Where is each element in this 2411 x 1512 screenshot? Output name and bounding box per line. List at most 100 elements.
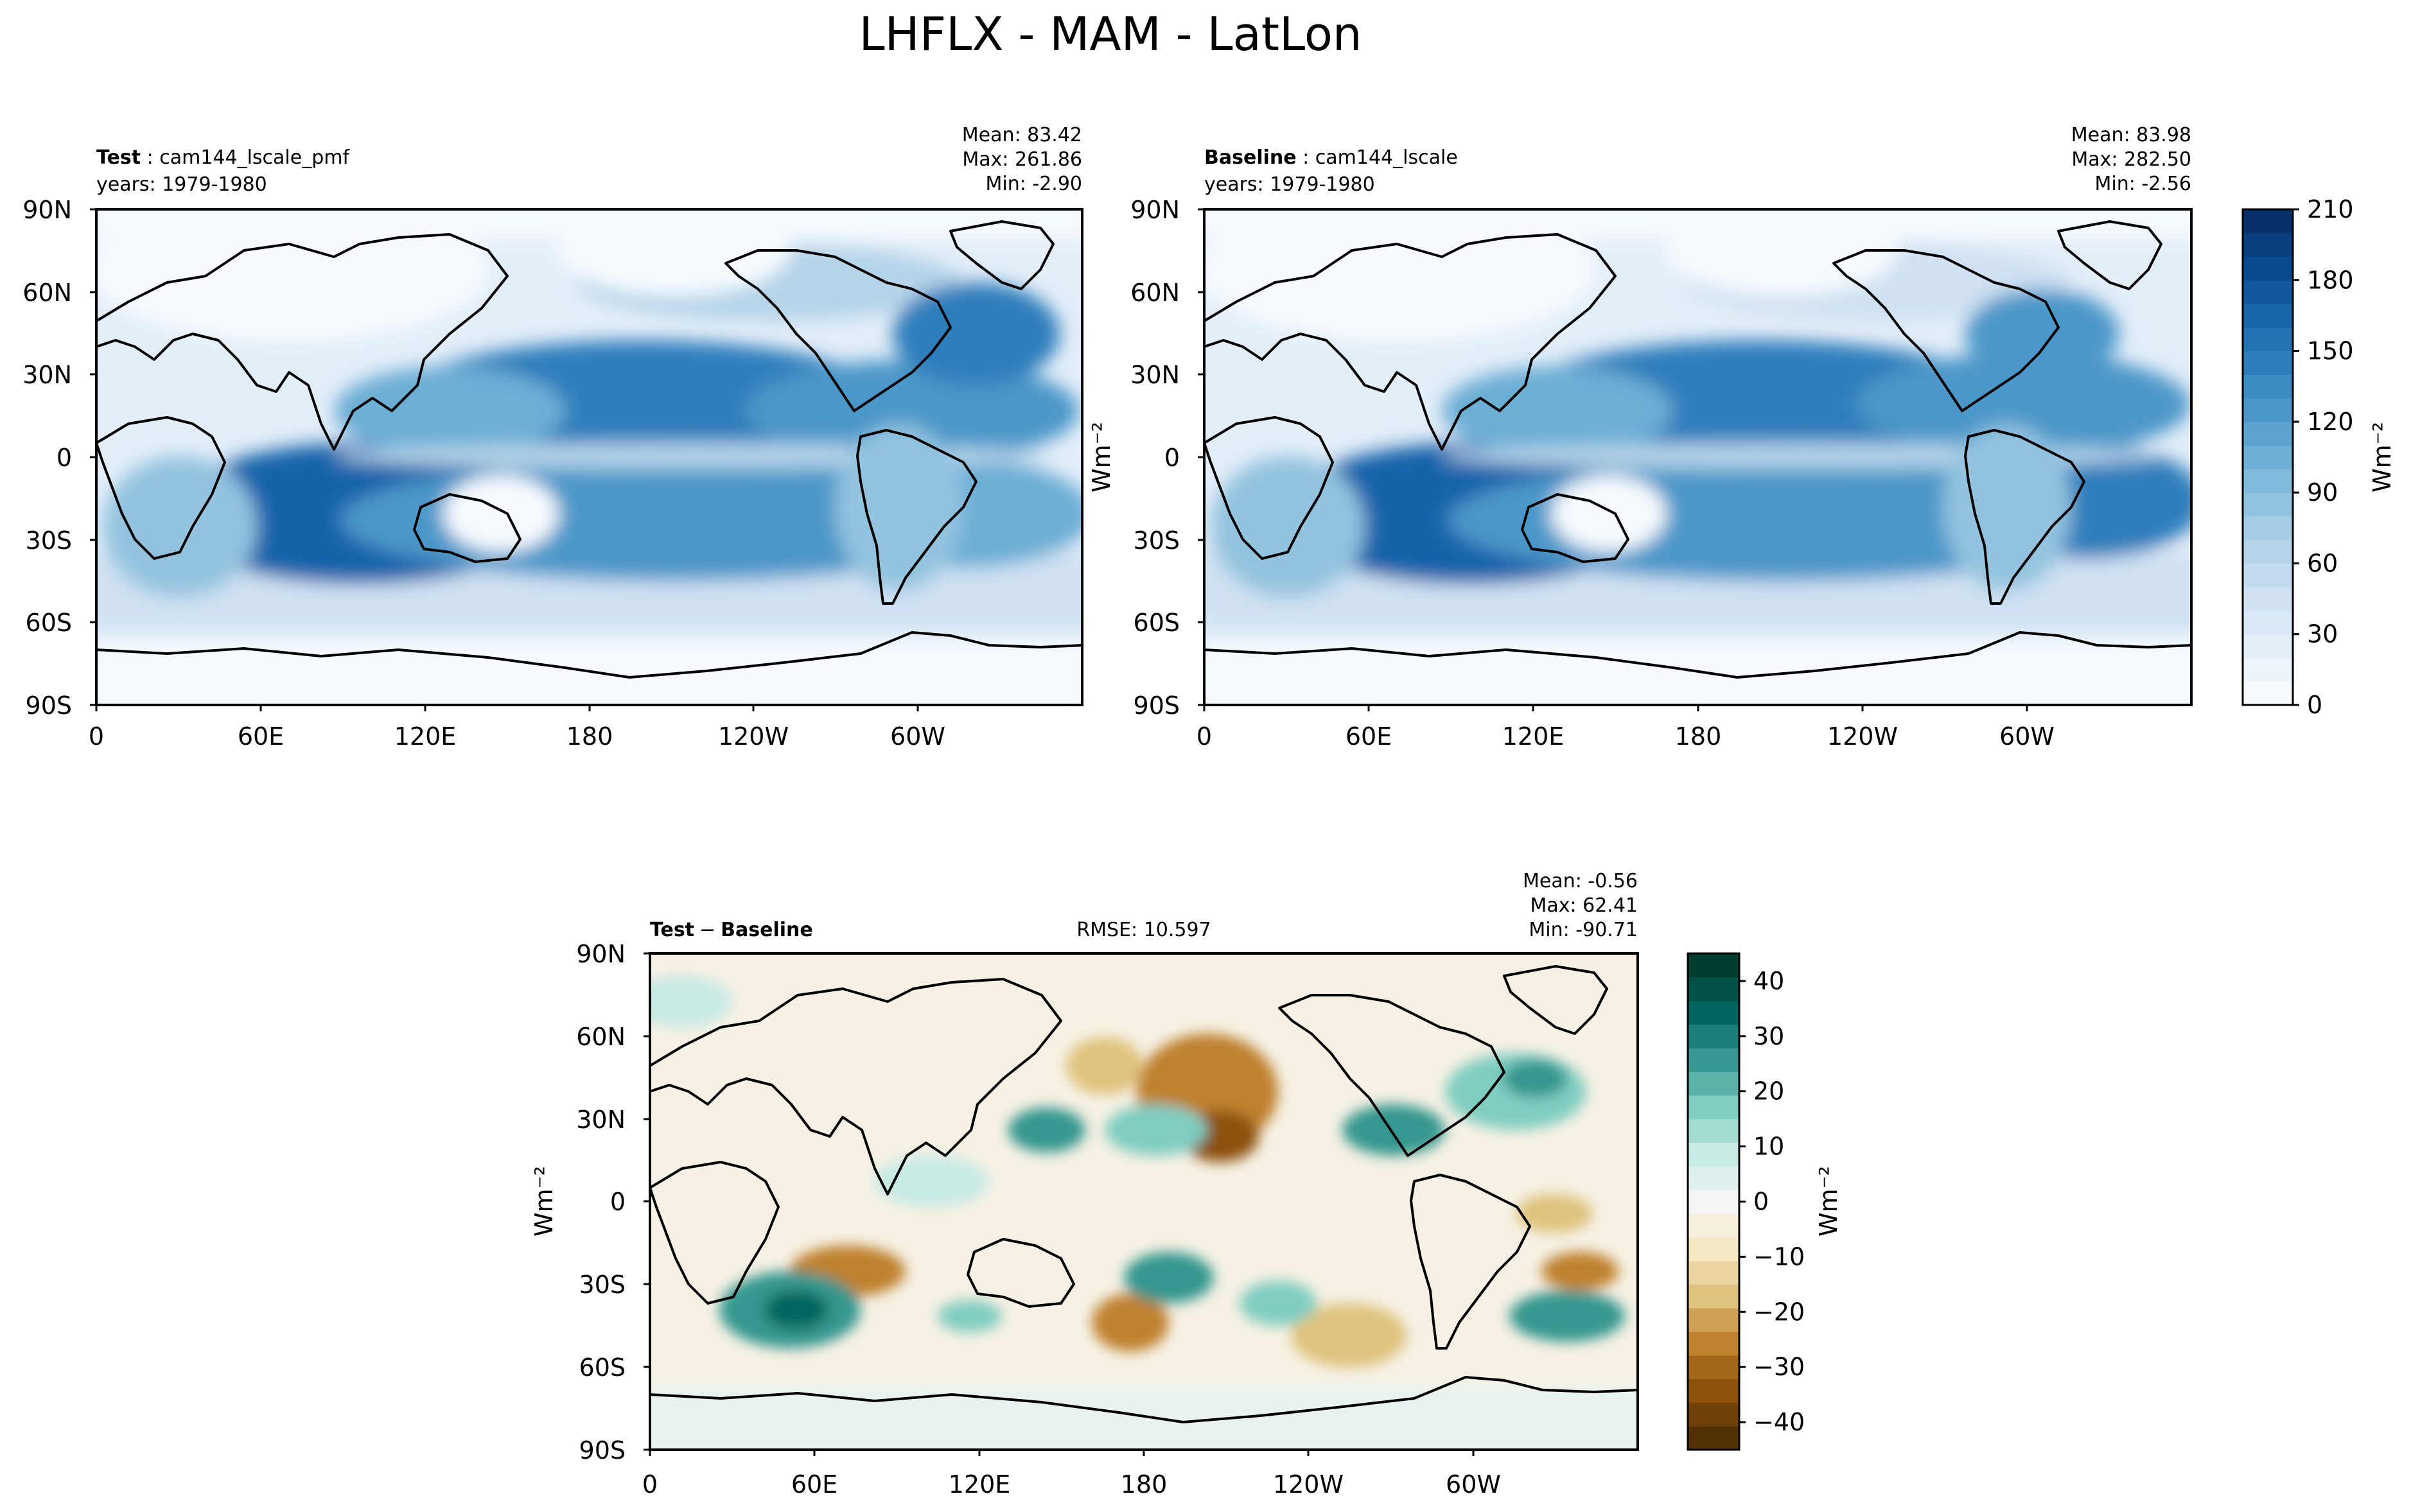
colorbar-segment [2243,232,2293,257]
ytick-label: 60N [576,1023,626,1051]
xtick-label: 0 [1197,722,1212,751]
colorbar-brbg-label: Wm⁻² [1814,1166,1843,1237]
colorbar-segment [1688,1331,1739,1356]
panel-diff-tickmarks [644,952,1475,1456]
colorbar-blues-frame [2241,208,2294,706]
panel-test-label-sep: : [141,146,159,169]
panel-baseline-mean: Mean: 83.98 [2071,124,2191,146]
ytick-label: 30S [579,1271,626,1299]
colorbar-tick-label: 150 [2307,337,2354,365]
coast-australia [413,493,522,563]
colorbar-segment [2243,327,2293,352]
ytick-label: 60S [26,609,72,637]
colorbar-segment [2243,634,2293,658]
ytick-label: 90S [26,691,72,720]
xtick-label: 120W [1273,1470,1344,1499]
coast-australia [1521,493,1629,563]
ytick-label: 0 [57,444,72,472]
ytick-label: 90N [576,940,626,968]
coast-north-america [724,249,952,412]
ytick-label: 90N [1130,196,1180,224]
ytick-label: 90S [1134,691,1180,720]
panel-diff-label-a: Test [650,919,694,941]
colorbar-tick-label: −20 [1753,1298,1805,1326]
xtick-label: 120E [394,722,457,751]
colorbar-segment [2243,469,2293,493]
panel-diff-label-b: Baseline [721,919,813,941]
colorbar-segment [2243,374,2293,399]
coast-australia [967,1238,1075,1308]
xtick-label: 60W [1999,722,2055,751]
colorbar-segment [1688,1166,1739,1190]
colorbar-segment [2243,657,2293,682]
panel-baseline-label-sep: : [1297,146,1315,169]
colorbar-segment [2243,280,2293,304]
ytick-label: 30N [1130,361,1180,389]
colorbar-segment [1688,1426,1739,1450]
panel-diff-unit: Wm⁻² [530,1166,558,1237]
panel-test-label: Test : cam144_lscale_pmf [96,146,350,169]
panel-baseline-label-bold: Baseline [1204,146,1297,169]
colorbar-segment [2243,539,2293,564]
xtick-label: 180 [1675,722,1722,751]
ytick-label: 30N [576,1106,626,1134]
field-blobs [1204,209,2191,705]
ytick-label: 0 [610,1188,626,1216]
colorbar-segment [1688,1048,1739,1072]
colorbar-blues: 0 30 60 90 120 150 180 210 Wm⁻² [2241,195,2396,719]
coast-south-america [1964,429,2085,605]
ytick-label: 30S [1134,526,1180,555]
coast-antarctica [1204,631,2191,679]
panel-test-yticks: 90N 60N 30N 0 30S 60S 90S [22,196,72,720]
colorbar-tick-label: −40 [1753,1408,1805,1436]
panel-diff-mean: Mean: -0.56 [1523,870,1638,892]
colorbar-tick-label: −30 [1753,1353,1805,1381]
colorbar-tick-label: 20 [1753,1077,1784,1106]
xtick-label: 60E [238,722,284,751]
panel-difference: Test − Baseline RMSE: 10.597 Mean: -0.56 M… [530,870,1639,1499]
panel-diff-yticks: 90N 60N 30N 0 30S 60S 90S [576,940,626,1464]
colorbar-segment [2243,398,2293,422]
colorbar-blues-label: Wm⁻² [2368,422,2396,492]
field-blobs [650,976,1638,1450]
colorbar-segment [1688,1213,1739,1238]
coast-greenland [2057,220,2162,290]
land-outlines [96,220,1082,679]
colorbar-tick-label: 90 [2307,478,2338,507]
ytick-label: 90S [579,1436,626,1464]
panel-test-unit: Wm⁻² [1087,422,1116,492]
xtick-label: 0 [89,722,104,751]
colorbar-segment [2243,351,2293,375]
coast-eurasia [96,233,509,451]
coast-greenland [949,220,1055,290]
panel-test: Test : cam144_lscale_pmf years: 1979-198… [22,124,1116,751]
colorbar-segment [2243,516,2293,541]
colorbar-tick-label: 30 [1753,1022,1784,1050]
coast-antarctica [96,631,1082,679]
panel-test-mean: Mean: 83.42 [962,124,1082,146]
colorbar-tick-label: 0 [1753,1188,1769,1216]
xtick-label: 60E [1346,722,1392,751]
panel-baseline-min: Min: -2.56 [2095,173,2192,195]
coast-africa [1204,416,1334,560]
colorbar-segment [1688,1355,1739,1380]
xtick-label: 120W [718,722,789,751]
ytick-label: 30N [22,361,72,389]
coast-eurasia [650,978,1062,1195]
colorbar-brbg-segments [1688,953,1739,1450]
xtick-label: 60E [791,1470,837,1499]
panel-diff-min: Min: -90.71 [1529,919,1638,941]
panel-diff-max: Max: 62.41 [1530,894,1638,917]
panel-test-field [96,209,1082,705]
panel-diff-label: Test − Baseline [650,919,813,941]
xtick-label: 120E [1502,722,1565,751]
panel-test-label-bold: Test [96,146,141,169]
colorbar-segment [1688,1190,1739,1214]
ytick-label: 60N [1130,279,1180,307]
coast-eurasia [1204,233,1617,451]
ytick-label: 0 [1164,444,1180,472]
panel-baseline-label-name: cam144_lscale [1315,146,1458,169]
colorbar-tick-label: 0 [2307,691,2322,719]
panel-baseline-xticks: 0 60E 120E 180 120W 60W [1197,722,2055,751]
